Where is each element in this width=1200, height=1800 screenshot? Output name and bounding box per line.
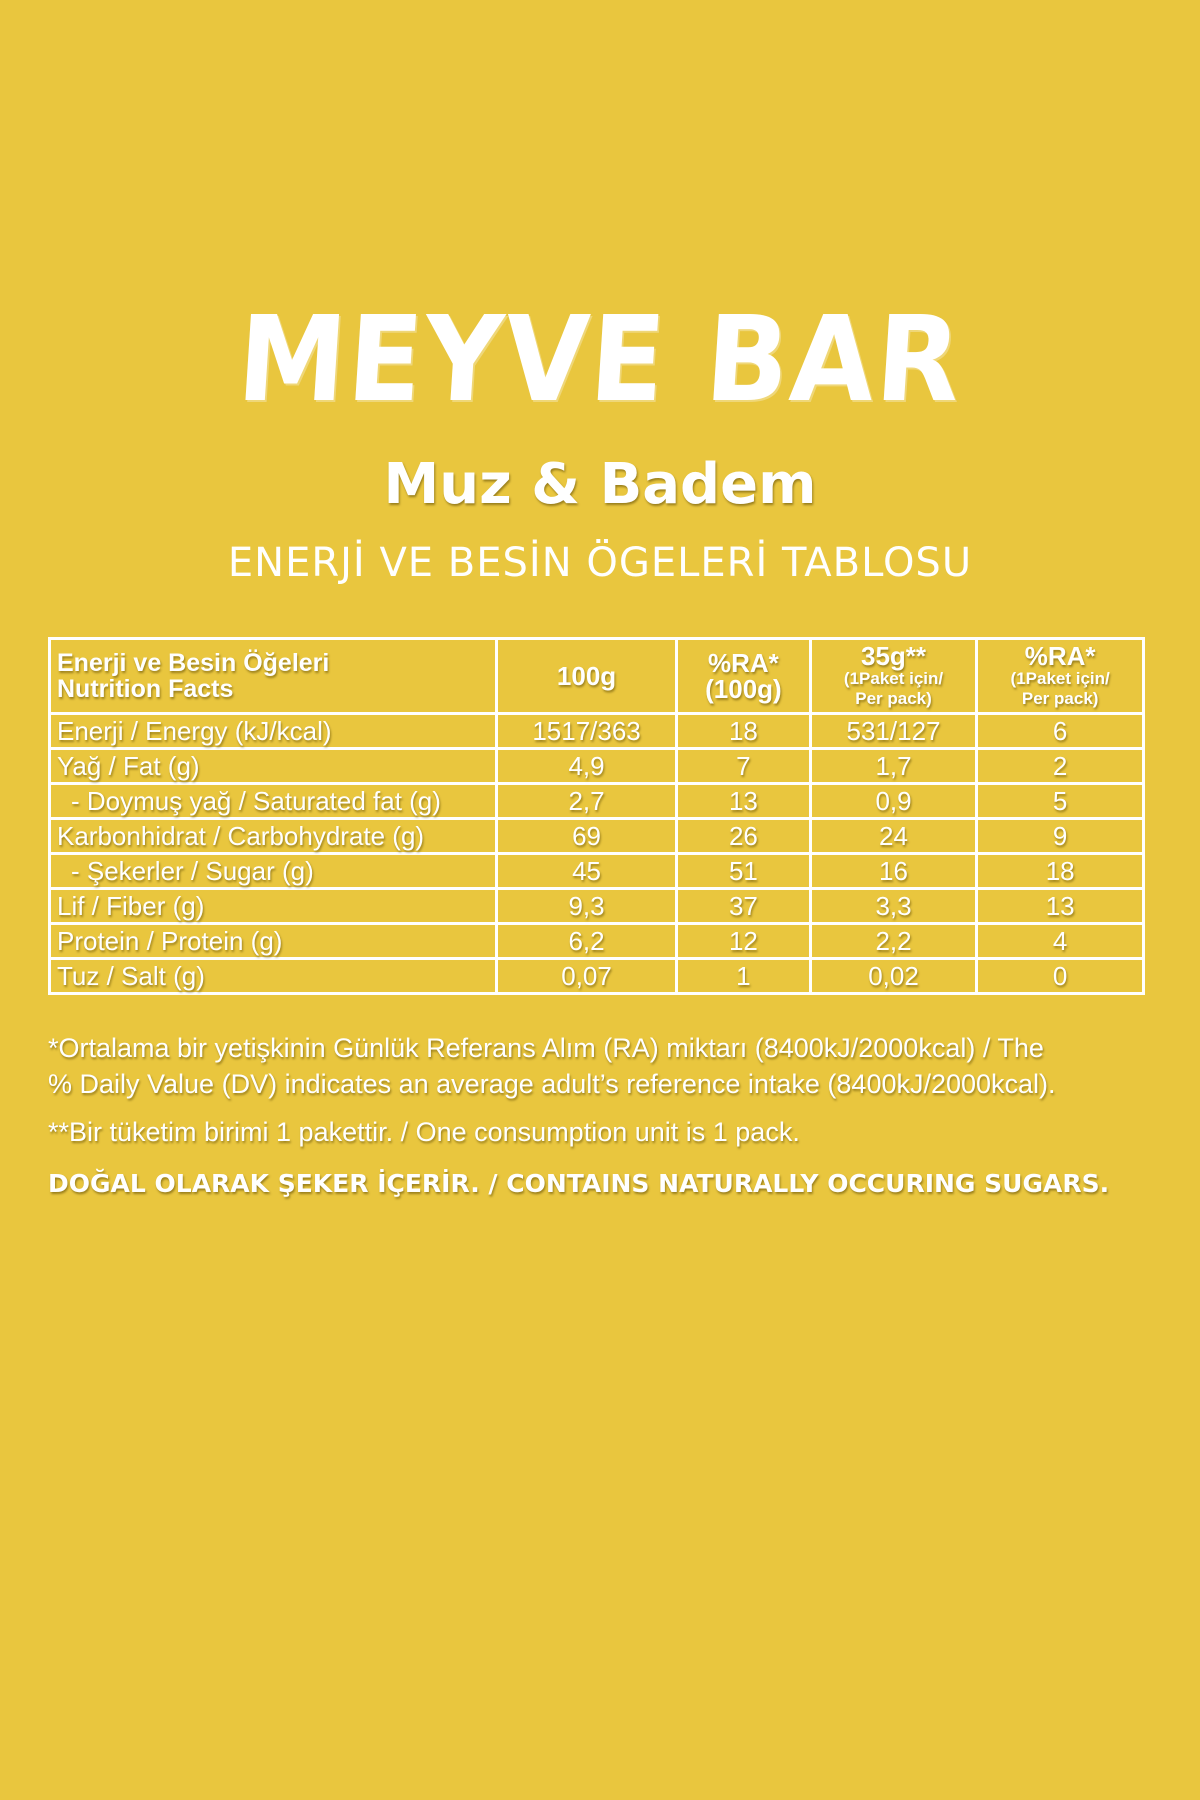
- brand-logo: MEYVE BAR: [233, 290, 967, 428]
- cell-per100: 2,7: [494, 782, 679, 820]
- cell-perpack: 0,02: [808, 957, 979, 995]
- cell-rapack: 13: [975, 887, 1145, 925]
- cell-ra100: 13: [675, 782, 812, 820]
- table-row: - Şekerler / Sugar (g) 45 51 16 18: [48, 852, 1145, 890]
- cell-per100: 69: [494, 817, 679, 855]
- table-row: Yağ / Fat (g) 4,9 7 1,7 2: [48, 747, 1145, 785]
- sugar-notice: DOĞAL OLARAK ŞEKER İÇERİR. / CONTAINS NA…: [48, 1169, 1110, 1198]
- footnote-ra: *Ortalama bir yetişkinin Günlük Referans…: [48, 1030, 1188, 1102]
- cell-per100: 6,2: [494, 922, 679, 960]
- header-line: %RA*: [1024, 641, 1096, 671]
- cell-ra100: 51: [675, 852, 812, 890]
- header-line: Per pack): [1021, 689, 1099, 708]
- cell-perpack: 1,7: [808, 747, 979, 785]
- cell-ra100: 37: [675, 887, 812, 925]
- header-line: Enerji ve Besin Öğeleri: [57, 649, 330, 677]
- cell-rapack: 9: [975, 817, 1145, 855]
- cell-rapack: 4: [975, 922, 1145, 960]
- cell-ra100: 18: [675, 712, 812, 750]
- cell-label: Tuz / Salt (g): [48, 957, 498, 995]
- cell-label: Protein / Protein (g): [48, 922, 498, 960]
- cell-per100: 9,3: [494, 887, 679, 925]
- cell-ra100: 7: [675, 747, 812, 785]
- header-perpack: 35g** (1Paket için/ Per pack): [808, 637, 979, 715]
- nutrition-table: Enerji ve Besin Öğeleri Nutrition Facts …: [48, 637, 1145, 995]
- cell-ra100: 26: [675, 817, 812, 855]
- cell-per100: 4,9: [494, 747, 679, 785]
- header-line: 100g: [556, 661, 617, 691]
- cell-rapack: 6: [975, 712, 1145, 750]
- table-subtitle: ENERJİ VE BESİN ÖGELERİ TABLOSU: [227, 540, 973, 586]
- table-header-row: Enerji ve Besin Öğeleri Nutrition Facts …: [48, 637, 1145, 715]
- header-ra100: %RA* (100g): [675, 637, 812, 715]
- header-line: 35g**: [860, 641, 927, 671]
- cell-label: - Doymuş yağ / Saturated fat (g): [48, 782, 498, 820]
- cell-label: Lif / Fiber (g): [48, 887, 498, 925]
- header-line: %RA*: [708, 648, 779, 678]
- cell-rapack: 5: [975, 782, 1145, 820]
- header-per100: 100g: [494, 637, 679, 715]
- header-line: Nutrition Facts: [57, 675, 234, 703]
- header-line: Per pack): [855, 689, 932, 708]
- header-line: (100g): [705, 674, 782, 704]
- footnote-unit: **Bir tüketim birimi 1 pakettir. / One c…: [48, 1117, 800, 1147]
- footnote-ra-line1: *Ortalama bir yetişkinin Günlük Referans…: [48, 1033, 1044, 1063]
- cell-perpack: 3,3: [808, 887, 979, 925]
- cell-perpack: 16: [808, 852, 979, 890]
- cell-perpack: 0,9: [808, 782, 979, 820]
- cell-per100: 1517/363: [494, 712, 679, 750]
- header-line: (1Paket için/: [843, 669, 944, 688]
- cell-per100: 0,07: [494, 957, 679, 995]
- cell-label: Karbonhidrat / Carbohydrate (g): [48, 817, 498, 855]
- cell-perpack: 531/127: [808, 712, 979, 750]
- table-row: - Doymuş yağ / Saturated fat (g) 2,7 13 0,9…: [48, 782, 1145, 820]
- cell-rapack: 2: [975, 747, 1145, 785]
- cell-label: Enerji / Energy (kJ/kcal): [48, 712, 498, 750]
- cell-rapack: 18: [975, 852, 1145, 890]
- table-row: Lif / Fiber (g) 9,3 37 3,3 13: [48, 887, 1145, 925]
- table-row: Enerji / Energy (kJ/kcal) 1517/363 18 531/1…: [48, 712, 1145, 750]
- cell-label: Yağ / Fat (g): [48, 747, 498, 785]
- table-row: Karbonhidrat / Carbohydrate (g) 69 26 24 9: [48, 817, 1145, 855]
- header-nutrient: Enerji ve Besin Öğeleri Nutrition Facts: [48, 637, 498, 715]
- header-line: (1Paket için/: [1010, 669, 1110, 688]
- table-row: Protein / Protein (g) 6,2 12 2,2 4: [48, 922, 1145, 960]
- header-rapack: %RA* (1Paket için/ Per pack): [975, 637, 1145, 715]
- footnote-ra-line2: % Daily Value (DV) indicates an average …: [48, 1069, 1056, 1099]
- cell-per100: 45: [494, 852, 679, 890]
- table-row: Tuz / Salt (g) 0,07 1 0,02 0: [48, 957, 1145, 995]
- cell-rapack: 0: [975, 957, 1145, 995]
- cell-perpack: 2,2: [808, 922, 979, 960]
- cell-label: - Şekerler / Sugar (g): [48, 852, 498, 890]
- flavor-title: Muz & Badem: [383, 452, 817, 517]
- cell-perpack: 24: [808, 817, 979, 855]
- cell-ra100: 12: [675, 922, 812, 960]
- cell-ra100: 1: [675, 957, 812, 995]
